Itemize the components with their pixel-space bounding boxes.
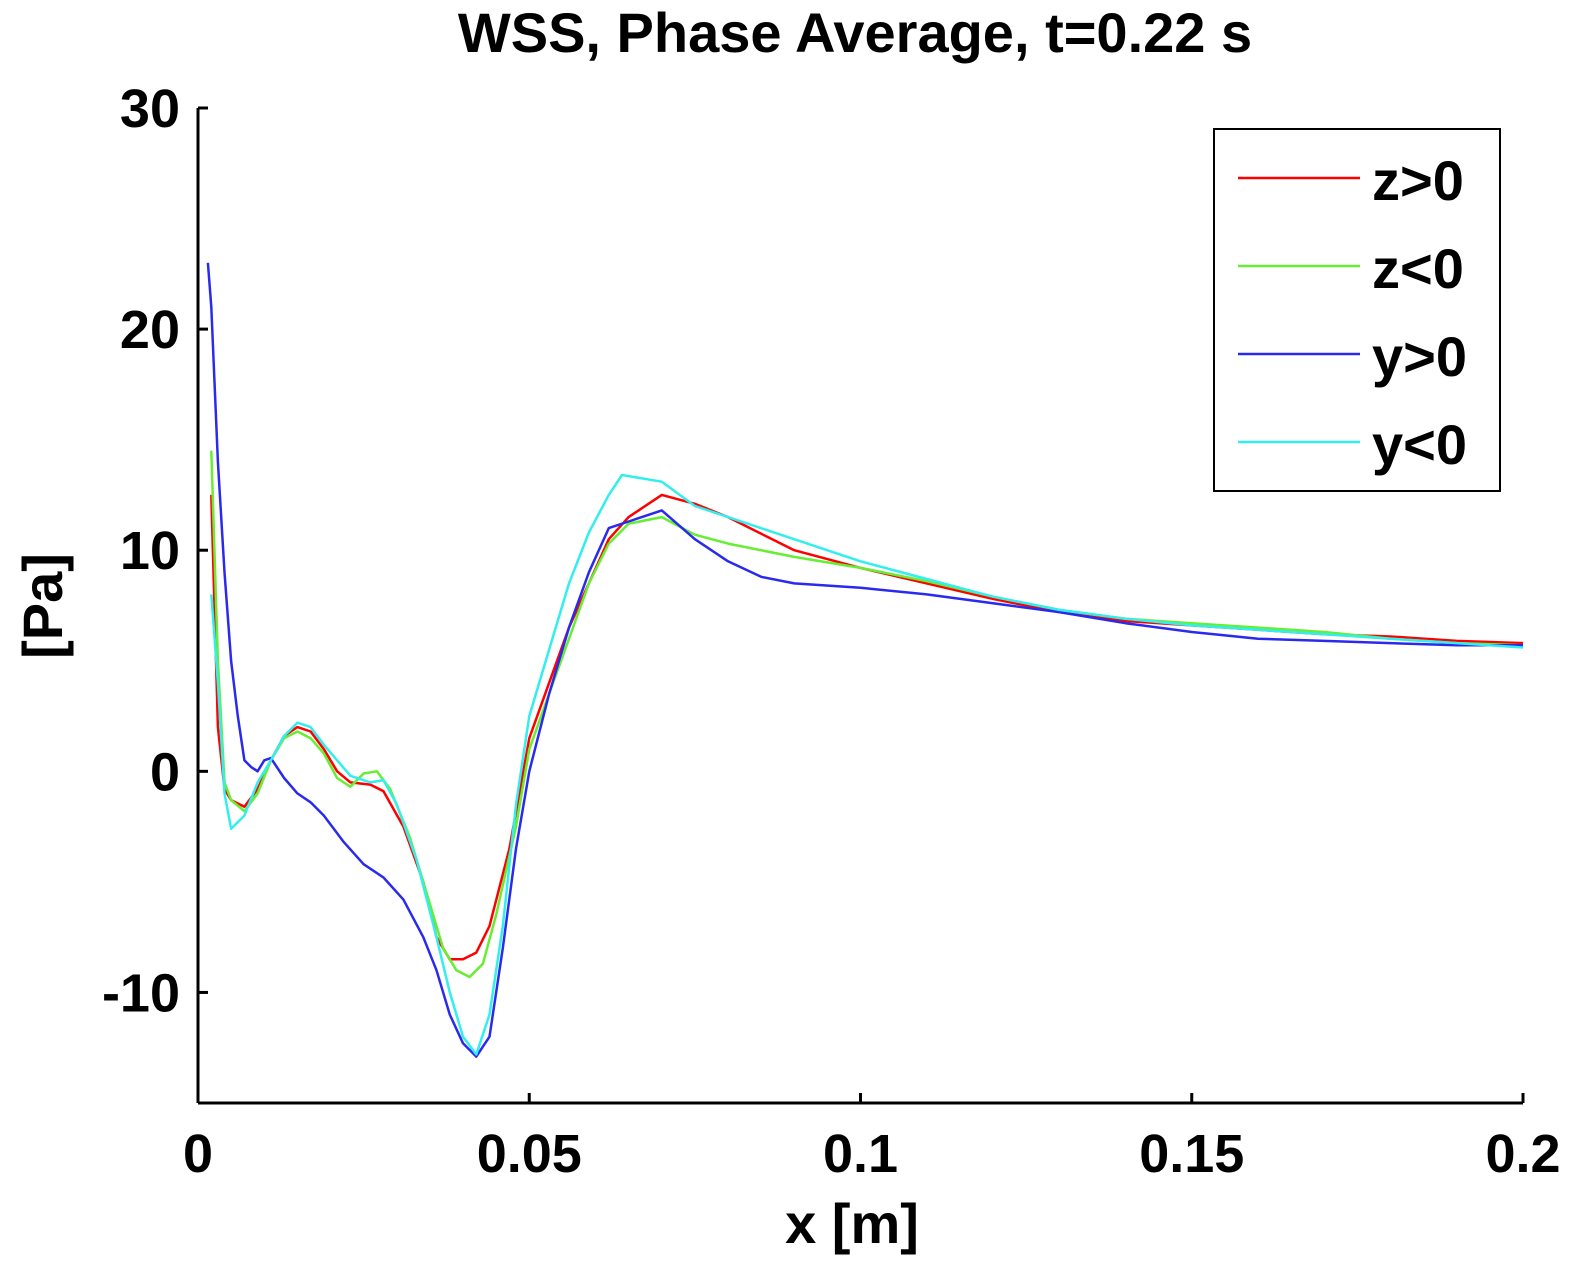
- legend-label: z>0: [1372, 149, 1464, 212]
- legend-label: y<0: [1372, 413, 1467, 476]
- y-tick-label: -10: [102, 963, 180, 1023]
- legend-label: z<0: [1372, 237, 1464, 300]
- plot-series: [206, 262, 1524, 1058]
- series-line-2: [210, 450, 1524, 979]
- x-tick-label: 0.15: [1139, 1124, 1244, 1184]
- x-ticks: 0 0.05 0.1 0.15 0.2: [183, 1093, 1561, 1184]
- x-tick-label: 0: [183, 1124, 213, 1184]
- x-tick-label: 0.2: [1485, 1124, 1560, 1184]
- y-ticks: 30 20 10 0 -10: [102, 79, 208, 1023]
- x-axis-label: x [m]: [785, 1192, 919, 1255]
- y-tick-label: 0: [150, 742, 180, 802]
- y-tick-label: 30: [120, 79, 180, 139]
- legend-box: [1213, 128, 1501, 492]
- series-line-4: [210, 473, 1524, 1056]
- chart-title: WSS, Phase Average, t=0.22 s: [458, 1, 1252, 64]
- y-tick-label: 10: [120, 521, 180, 581]
- y-tick-label: 20: [120, 300, 180, 360]
- x-tick-label: 0.1: [823, 1124, 898, 1184]
- legend-label: y>0: [1372, 325, 1467, 388]
- legend: z>0 z<0 y>0 y<0: [1213, 128, 1501, 492]
- series-line-3: [206, 262, 1523, 1058]
- y-axis-label: [Pa]: [11, 553, 74, 659]
- x-tick-label: 0.05: [477, 1124, 582, 1184]
- series-line-1: [210, 493, 1524, 961]
